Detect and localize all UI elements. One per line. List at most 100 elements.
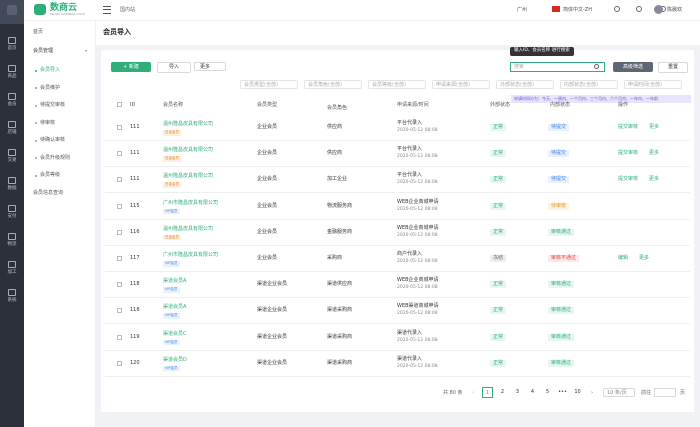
page-number[interactable]: 2 — [500, 389, 505, 395]
member-name[interactable]: 广州市隆昌皮具有限公司 — [163, 199, 219, 206]
page-number[interactable]: 3 — [515, 389, 520, 395]
row-checkbox[interactable] — [117, 308, 122, 314]
filter-select[interactable]: 会员角色(全部) — [304, 80, 362, 89]
row-checkbox[interactable] — [117, 282, 122, 288]
menu-extra[interactable]: 会员信息查询 — [33, 190, 64, 196]
row-action[interactable]: 更多 — [649, 150, 660, 157]
lang[interactable]: 简体中文-ZH — [563, 7, 592, 13]
header-icon[interactable] — [614, 6, 620, 12]
member-name[interactable]: 渠道会员A — [163, 304, 187, 311]
menu-home[interactable]: 首页 — [33, 29, 44, 35]
member-name[interactable]: 广州市隆昌皮具有限公司 — [163, 252, 219, 258]
row-divider — [105, 349, 690, 351]
filter-select[interactable]: 会员类型(全部) — [240, 80, 298, 89]
row-divider — [105, 271, 690, 272]
row-divider — [105, 218, 690, 220]
search-box[interactable] — [510, 62, 605, 72]
row-action[interactable]: 更多 — [649, 176, 660, 183]
menu-dot — [35, 87, 37, 89]
nav-label[interactable]: 支付 — [7, 214, 17, 219]
nav-label[interactable]: 物流 — [7, 242, 17, 247]
row-action[interactable]: 提交审核 — [618, 150, 639, 157]
logo: 数商云 — [50, 3, 78, 13]
menu-item[interactable]: 会员升级规则 — [40, 154, 71, 161]
btn-import[interactable]: 导入 — [157, 62, 191, 73]
page-size[interactable]: 10 条/页 — [603, 388, 635, 397]
menu-item[interactable]: 会员导入 — [40, 67, 61, 73]
nav-label[interactable]: 店铺 — [7, 130, 17, 135]
menu-dot — [35, 157, 37, 159]
menu-item[interactable]: 会员维护 — [40, 84, 61, 91]
row-divider — [105, 244, 690, 246]
filter-select[interactable]: 申请来源(全部) — [432, 80, 490, 89]
btn-new[interactable]: + 新建 — [111, 62, 151, 72]
filter-select[interactable]: 会员等级(全部) — [368, 80, 426, 89]
member-name[interactable]: 温州隆昌皮具有限公司 — [163, 173, 214, 180]
row-action[interactable]: 更多 — [649, 124, 660, 130]
user[interactable]: 陈晨欢 — [667, 7, 683, 13]
search-input[interactable]: 搜索 — [514, 64, 525, 70]
btn-reset[interactable]: 重置 — [658, 62, 688, 73]
cell-source: 平台代录入 — [397, 120, 423, 126]
row-action[interactable]: 提交审核 — [618, 124, 639, 130]
btn-more[interactable]: 更多 — [194, 62, 226, 71]
nav-label[interactable]: 系统 — [7, 298, 17, 303]
row-action[interactable]: 更多 — [639, 255, 650, 261]
row-checkbox[interactable] — [117, 151, 122, 157]
row-action[interactable]: 编辑 — [618, 255, 629, 261]
menu-group[interactable]: 会员管理 — [33, 48, 54, 54]
page-number[interactable]: 5 — [545, 389, 550, 395]
row-checkbox[interactable] — [117, 229, 122, 235]
internal-status: 待提交 — [548, 150, 570, 158]
member-name[interactable]: 温州隆昌皮具有限公司 — [163, 121, 214, 127]
cell-source: 平台代录入 — [397, 172, 423, 179]
menu-item[interactable]: 待提交审核 — [40, 102, 66, 108]
header-icon[interactable] — [636, 6, 642, 12]
row-action[interactable]: 提交审核 — [618, 176, 639, 183]
nav-label[interactable]: 数据 — [7, 186, 17, 191]
row-checkbox[interactable] — [117, 203, 122, 209]
row-checkbox[interactable] — [117, 360, 122, 366]
menu-dot — [35, 174, 37, 177]
member-name[interactable]: 渠道会员D — [163, 356, 187, 363]
menu-item[interactable]: 待审核 — [40, 119, 56, 126]
nav-label[interactable]: 商品 — [7, 74, 17, 79]
member-tag: VIP会员 — [163, 261, 180, 267]
btn-advanced[interactable]: 高级筛选 — [613, 62, 653, 72]
filter-select[interactable]: 外部状态(全部) — [496, 80, 554, 89]
page-number[interactable]: ••• — [558, 389, 567, 395]
nav-label[interactable]: 加工 — [7, 270, 17, 275]
filter-select[interactable]: 内部状态(全部) — [560, 80, 618, 89]
member-name[interactable]: 温州隆昌皮具有限公司 — [163, 147, 214, 154]
nav-icon — [8, 65, 16, 72]
page-prev[interactable]: ‹ — [472, 390, 474, 396]
page-number[interactable]: 1 — [482, 387, 493, 398]
page-number[interactable]: 4 — [530, 389, 535, 395]
menu-toggle-mid — [103, 9, 111, 10]
nav-label[interactable]: 会员 — [7, 102, 17, 107]
external-status: 正常 — [490, 202, 507, 210]
column-header: 内部状态 — [550, 102, 571, 108]
column-header: 会员角色 — [327, 105, 348, 111]
nav-label[interactable]: 交易 — [7, 158, 17, 163]
nav-icon — [8, 177, 16, 184]
city[interactable]: 广州 — [517, 7, 528, 13]
member-name[interactable]: 渠道会员A — [163, 278, 187, 285]
column-header: 申请来源/时间 — [397, 102, 429, 108]
page-next[interactable]: › — [591, 390, 593, 396]
member-name[interactable]: 温州隆昌皮具有限公司 — [163, 225, 214, 232]
menu-item[interactable]: 会员等级 — [40, 172, 61, 178]
filter-select[interactable]: 申请时间(全部) — [624, 80, 682, 89]
nav-label[interactable]: 首页 — [7, 46, 17, 51]
row-checkbox[interactable] — [117, 125, 122, 130]
site[interactable]: 国内站 — [120, 7, 136, 13]
cell-role: 渠道采购商 — [327, 307, 353, 314]
row-checkbox[interactable] — [117, 256, 122, 261]
row-checkbox[interactable] — [117, 334, 122, 340]
external-status: 正常 — [490, 281, 507, 289]
member-name[interactable]: 渠道会员C — [163, 330, 187, 337]
page-number[interactable]: 10 — [574, 389, 581, 395]
menu-item[interactable]: 待确认审核 — [40, 137, 66, 143]
page-input[interactable] — [654, 388, 676, 397]
row-checkbox[interactable] — [117, 177, 122, 183]
